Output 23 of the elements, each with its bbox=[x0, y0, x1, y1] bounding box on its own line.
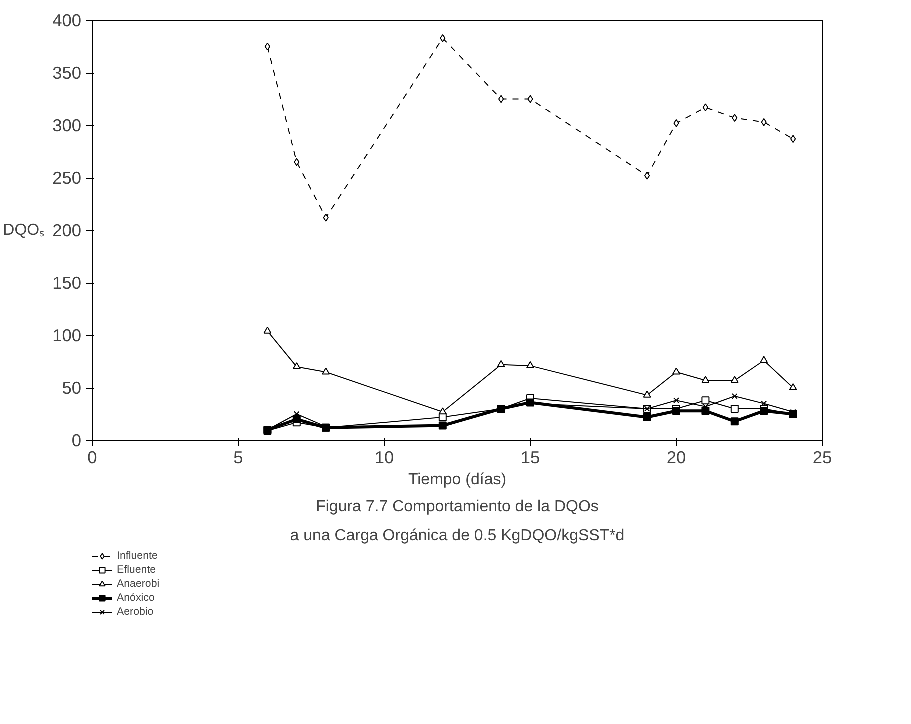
text: Figura 7.7 Comportamiento de la DQOs a una Carga Orgánica de 0.5 KgDQO/kgSST*d bbox=[290, 498, 625, 544]
y-tick-label: 150 bbox=[52, 273, 82, 293]
y-tick-label: 400 bbox=[52, 10, 82, 30]
y-tick-label: 100 bbox=[52, 326, 82, 346]
x-tick-label: 10 bbox=[374, 448, 394, 468]
x-tick-label: 15 bbox=[520, 448, 540, 468]
legend-label: Anóxico bbox=[117, 591, 155, 605]
x-tick-label: 20 bbox=[666, 448, 686, 468]
y-axis-title: DQOₛ bbox=[3, 222, 45, 239]
y-tick-label: 300 bbox=[52, 116, 82, 136]
x-tick-label: 0 bbox=[88, 448, 98, 468]
legend-label: Efluente bbox=[117, 563, 156, 577]
y-tick-label: 350 bbox=[52, 63, 82, 83]
x-axis-title: Tiempo (días) bbox=[408, 472, 507, 488]
legend-label: Influente bbox=[117, 549, 158, 563]
legend-label: Anaerobi bbox=[117, 577, 160, 591]
x-tick-label: 25 bbox=[812, 448, 832, 468]
legend-label: Aerobio bbox=[117, 605, 154, 619]
y-tick-label: 0 bbox=[72, 430, 82, 450]
y-tick-label: 250 bbox=[52, 168, 82, 188]
y-tick-label: 200 bbox=[52, 220, 82, 240]
y-tick-label: 50 bbox=[62, 378, 82, 398]
x-tick-label: 5 bbox=[234, 448, 244, 468]
